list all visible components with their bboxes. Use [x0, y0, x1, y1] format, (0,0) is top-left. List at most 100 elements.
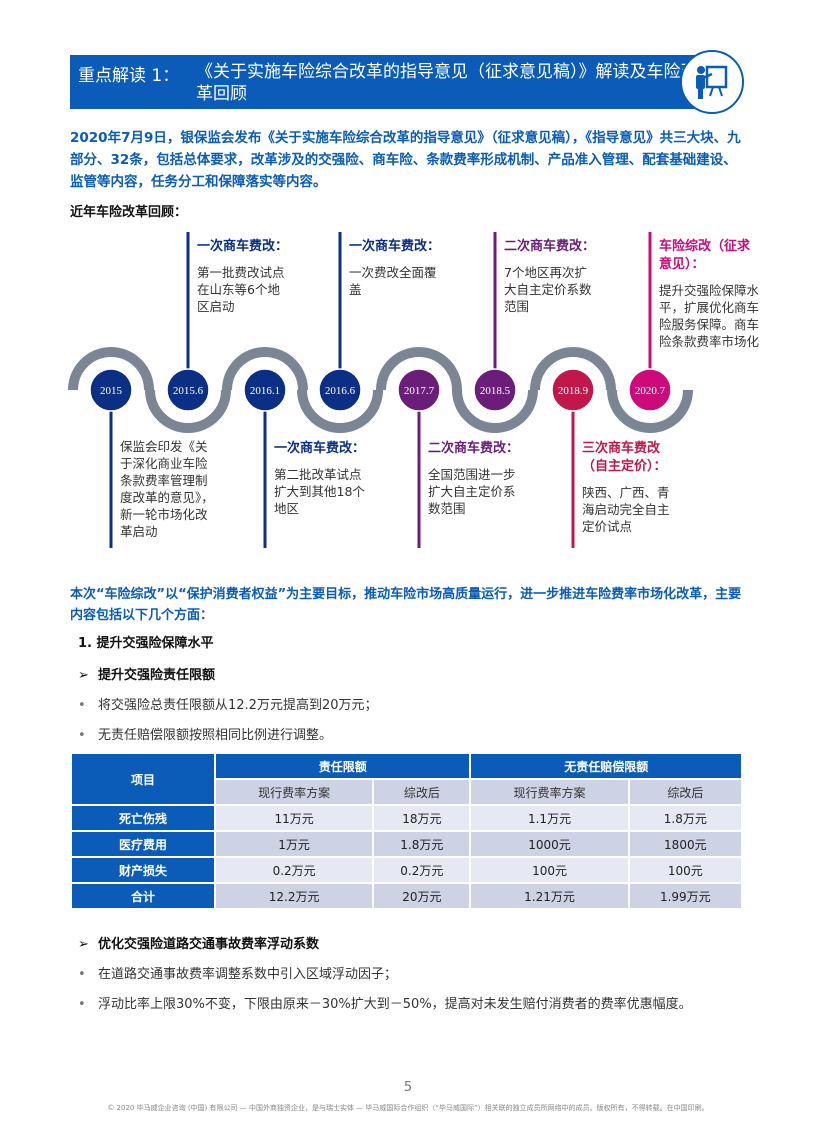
timeline-heading: 二次商车费改：: [504, 239, 596, 254]
timeline-text: 陕西、广西、青海启动完全自主定价试点: [582, 485, 670, 534]
timeline-graphic: 2015 2015.6 2016.1 2016.6 2017.7 2018.5 2018.9…: [68, 232, 693, 548]
timeline-text: 全国范围进一步扩大自主定价系数范围: [428, 467, 516, 516]
row-label: 死亡伤残: [72, 806, 214, 830]
timeline-arc: [376, 347, 462, 391]
timeline-text: 一次费改全面覆盖: [349, 265, 437, 297]
subheading-1-text: 提升交强险责任限额: [97, 668, 215, 683]
table-cell: 0.2万元: [374, 858, 470, 882]
table-row: 财产损失 0.2万元 0.2万元 100元 100元: [72, 858, 741, 882]
table-cell: 0.2万元: [216, 858, 373, 882]
timeline-text: 保监会印发《关于深化商业车险条款费率管理制度改革的意见》，新一轮市场化改革启动: [120, 439, 214, 539]
timeline-entry: 一次商车费改： 一次费改全面覆盖: [349, 238, 444, 298]
table-row: 医疗费用 1万元 1.8万元 1000元 1800元: [72, 832, 741, 856]
timeline-node: [473, 368, 517, 412]
goal-paragraph: 本次“车险综改”以“保护消费者权益”为主要目标，推动车险市场高质量运行，进一步推…: [70, 587, 742, 623]
bullet-text: 浮动比率上限30%不变，下限由原来－30%扩大到－50%，提高对未发生赔付消费者…: [98, 997, 692, 1012]
timeline-date: 2017.7: [404, 385, 435, 397]
timeline-entry: 车险综改（征求意见）： 提升交强险保障水平，扩展优化商车险服务保障。商车险条款费率…: [659, 238, 759, 350]
table-cell: 1000元: [471, 832, 628, 856]
timeline-node: [166, 368, 210, 412]
table-cell: 100元: [471, 858, 628, 882]
table-row: 死亡伤残 11万元 18万元 1.1万元 1.8万元: [72, 806, 741, 830]
timeline-arc: [607, 389, 693, 433]
header-group-no-fault: 无责任赔偿限额: [471, 754, 741, 778]
timeline-date: 2015.6: [173, 385, 204, 397]
timeline-entry: 一次商车费改： 第二批改革试点扩大到其他18个地区: [274, 440, 369, 517]
subheader: 现行费率方案: [216, 780, 373, 804]
timeline-node: [89, 368, 133, 412]
bullet: • 无责任赔偿限额按照相同比例进行调整。: [78, 728, 333, 743]
table-cell: 1800元: [629, 832, 741, 856]
table-cell: 1.1万元: [471, 806, 628, 830]
table-cell: 11万元: [216, 806, 373, 830]
timeline-text: 7个地区再次扩大自主定价系数范围: [504, 265, 592, 314]
page-number: 5: [403, 1080, 413, 1095]
timeline-entry: 保监会印发《关于深化商业车险条款费率管理制度改革的意见》，新一轮市场化改革启动: [120, 438, 215, 540]
bullet-text: 将交强险总责任限额从12.2万元提高到20万元；: [98, 698, 378, 713]
subheader: 综改后: [374, 780, 470, 804]
banner-label: 重点解读 1：: [78, 66, 180, 86]
timeline-date: 2015: [100, 385, 123, 397]
footer-copyright: © 2020 毕马威企业咨询 (中国) 有限公司 — 中国外商独资企业，是与瑞士…: [107, 1104, 709, 1112]
timeline-heading: 一次商车费改：: [197, 239, 289, 254]
timeline-entry: 二次商车费改： 全国范围进一步扩大自主定价系数范围: [428, 440, 523, 517]
timeline-date: 2016.6: [325, 385, 356, 397]
table-cell: 18万元: [374, 806, 470, 830]
header-item: 项目: [72, 754, 214, 804]
timeline-node: [397, 368, 441, 412]
table-cell: 1.99万元: [629, 884, 741, 908]
review-title: 近年车险改革回顾：: [70, 205, 188, 220]
section-heading: 1. 提升交强险保障水平: [78, 636, 214, 651]
header-group-liability: 责任限额: [216, 754, 470, 778]
intro-paragraph: 2020年7月9日，银保监会发布《关于实施车险综合改革的指导意见》（征求意见稿）…: [70, 130, 741, 190]
table-cell: 1.8万元: [629, 806, 741, 830]
timeline-text: 第一批费改试点在山东等6个地区启动: [197, 265, 285, 314]
table-cell: 1.8万元: [374, 832, 470, 856]
timeline-text: 提升交强险保障水平，扩展优化商车险服务保障。商车险条款费率市场化: [659, 283, 760, 349]
bullet-text: 无责任赔偿限额按照相同比例进行调整。: [98, 728, 333, 743]
subheader: 综改后: [629, 780, 741, 804]
timeline-arc: [222, 347, 308, 391]
timeline-heading: 三次商车费改（自主定价）：: [582, 441, 667, 474]
table-row: 合计 12.2万元 20万元 1.21万元 1.99万元: [72, 884, 741, 908]
row-label: 医疗费用: [72, 832, 214, 856]
timeline-heading: 二次商车费改：: [428, 441, 520, 456]
row-label: 合计: [72, 884, 214, 908]
timeline-date: 2018.9: [558, 385, 589, 397]
timeline-node: [318, 368, 362, 412]
bullet-text: 在道路交通事故费率调整系数中引入区域浮动因子；: [98, 967, 398, 982]
bullet: • 浮动比率上限30%不变，下限由原来－30%扩大到－50%，提高对未发生赔付消费…: [78, 997, 692, 1012]
table-cell: 1.21万元: [471, 884, 628, 908]
bullet: • 在道路交通事故费率调整系数中引入区域浮动因子；: [78, 967, 398, 982]
timeline-date: 2016.1: [250, 385, 280, 397]
timeline-node: [243, 368, 287, 412]
timeline-entry: 三次商车费改（自主定价）： 陕西、广西、青海启动完全自主定价试点: [582, 440, 677, 535]
timeline-heading: 车险综改（征求意见）：: [659, 239, 751, 272]
timeline-text: 第二批改革试点扩大到其他18个地区: [274, 467, 365, 516]
subheader: 现行费率方案: [471, 780, 628, 804]
timeline-heading: 一次商车费改：: [274, 441, 366, 456]
bullet: • 将交强险总责任限额从12.2万元提高到20万元；: [78, 698, 378, 713]
table-cell: 12.2万元: [216, 884, 373, 908]
table-cell: 20万元: [374, 884, 470, 908]
timeline-node: [551, 368, 595, 412]
timeline-entry: 二次商车费改： 7个地区再次扩大自主定价系数范围: [504, 238, 599, 315]
timeline-arc: [297, 389, 383, 433]
timeline-arc: [145, 389, 231, 433]
timeline-date: 2018.5: [480, 385, 511, 397]
section-banner: 重点解读 1： 《关于实施车险综合改革的指导意见（征求意见稿）》解读及车险改革回…: [70, 55, 710, 109]
subheading-1: ➢ 提升交强险责任限额: [78, 668, 215, 683]
timeline-arc: [452, 389, 538, 433]
banner-title: 《关于实施车险综合改革的指导意见（征求意见稿）》解读及车险改革回顾: [196, 62, 698, 104]
timeline-date: 2020.7: [635, 385, 666, 397]
timeline-arc: [530, 347, 616, 391]
timeline-heading: 一次商车费改：: [349, 239, 441, 254]
presentation-icon: [680, 50, 744, 114]
limits-table: 项目 责任限额 无责任赔偿限额 现行费率方案 综改后 现行费率方案 综改后 死亡…: [70, 752, 743, 910]
timeline-arc: [68, 347, 154, 391]
timeline-entry: 一次商车费改： 第一批费改试点在山东等6个地区启动: [197, 238, 292, 315]
row-label: 财产损失: [72, 858, 214, 882]
table-cell: 100元: [629, 858, 741, 882]
subheading-2-text: 优化交强险道路交通事故费率浮动系数: [97, 937, 319, 952]
